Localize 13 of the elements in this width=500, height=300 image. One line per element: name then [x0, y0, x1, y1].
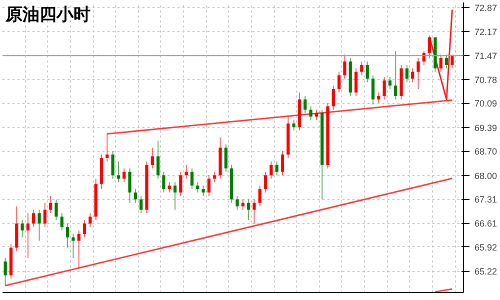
y-tick-label: 72.17: [474, 26, 498, 37]
y-tick-label: 66.61: [474, 218, 498, 229]
y-tick-label: 70.09: [474, 98, 498, 109]
y-tick-label: 69.39: [474, 122, 498, 133]
ref-line-label: 71.47: [474, 51, 498, 62]
chart-title: 原油四小时: [4, 5, 90, 24]
y-tick-label: 67.31: [474, 194, 498, 205]
y-tick-label: 65.22: [474, 266, 498, 277]
y-tick-label: 65.92: [474, 242, 498, 252]
y-tick-label: 68.00: [474, 170, 498, 181]
y-tick-label: 72.87: [474, 2, 498, 13]
y-tick-label: 70.78: [474, 74, 498, 85]
y-tick-label: 68.70: [474, 146, 498, 157]
